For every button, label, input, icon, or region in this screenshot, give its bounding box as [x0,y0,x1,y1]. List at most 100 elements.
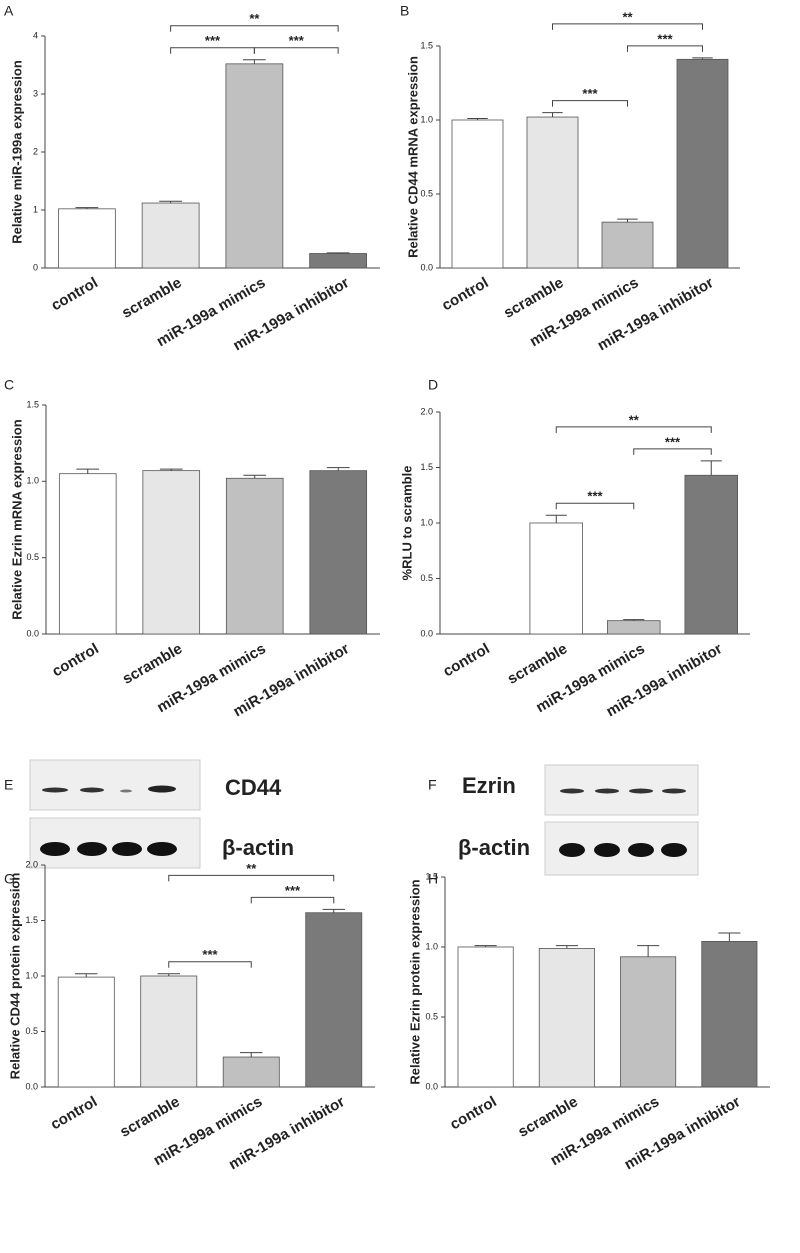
bar [141,202,200,269]
bar [57,976,115,1088]
significance-bracket [555,502,635,510]
error-bar [545,514,567,523]
blot-label: β-actin [222,835,294,860]
panel-letter: F [428,777,437,793]
bar [451,119,504,269]
bar [538,948,595,1088]
x-tick-label: scramble [119,274,185,322]
error-bar [75,973,98,978]
error-bar [542,112,563,118]
y-axis-label: Relative Ezrin protein expression [407,879,422,1084]
blot-strip [29,759,201,811]
y-axis-label: Relative CD44 mRNA expression [405,56,420,258]
error-bar [467,118,488,120]
blot-band [628,843,654,857]
y-tick-label: 0.0 [420,262,433,272]
blot-band [80,787,104,793]
error-bar [75,207,99,209]
y-axis-label: Relative CD44 protein expression [7,873,22,1080]
blot-band [112,842,142,856]
significance-label: *** [289,33,305,48]
error-bar [76,468,100,474]
y-tick-label: 4 [33,30,38,40]
y-tick-label: 0 [33,262,38,272]
x-tick-label: control [49,640,102,680]
error-bar [700,460,722,476]
error-bar [157,973,180,976]
error-bar [718,932,741,942]
significance-label: *** [205,33,221,48]
y-tick-label: 1.0 [420,517,433,527]
error-bar [555,945,578,949]
y-tick-label: 1.5 [425,871,438,881]
x-tick-label: control [440,640,493,680]
y-tick-label: 0.5 [25,1026,38,1036]
y-tick-label: 2.0 [420,406,433,416]
bar [529,522,584,635]
error-bar [240,1052,263,1058]
blot-band [77,842,107,856]
bar [225,477,284,635]
blot-band [560,788,584,794]
y-tick-label: 0.0 [26,628,39,638]
y-tick-label: 0.5 [425,1011,438,1021]
y-tick-label: 1 [33,204,38,214]
error-bar [242,59,266,64]
significance-bracket [552,23,703,30]
significance-bracket [253,47,339,54]
y-tick-label: 0.0 [425,1081,438,1091]
x-tick-label: scramble [117,1093,183,1141]
x-tick-label: scramble [120,640,186,688]
y-tick-label: 1.0 [25,970,38,980]
bar [225,63,284,269]
significance-bracket [168,874,335,882]
significance-label: ** [249,11,260,26]
bar [620,956,677,1088]
x-tick-label: control [447,1093,500,1133]
significance-label: *** [587,489,603,504]
y-axis-label: Relative Ezrin mRNA expression [9,419,24,619]
bar [142,470,201,635]
bar [684,474,739,635]
blot-band [595,788,619,794]
panel-letter: D [428,377,438,393]
bar [607,620,661,635]
y-tick-label: 2 [33,146,38,156]
significance-label: *** [582,86,598,101]
significance-bracket [627,45,703,52]
y-tick-label: 1.5 [26,399,39,409]
significance-bracket [168,961,252,968]
x-tick-label: scramble [501,274,567,322]
blot-band [120,789,132,793]
blot-band [42,787,68,793]
significance-bracket [170,47,255,54]
blot-band [594,843,620,857]
y-tick-label: 1.5 [420,40,433,50]
error-bar [692,57,713,60]
error-bar [623,619,645,621]
significance-bracket [555,426,712,433]
blot-band [147,842,177,856]
blot-band [629,788,653,794]
blot-band [661,843,687,857]
y-tick-label: 3 [33,88,38,98]
significance-label: ** [246,861,257,876]
y-tick-label: 1.5 [25,915,38,925]
blot-f: F Ezrin β-actin [428,764,699,876]
bar [526,116,579,269]
blot-label: Ezrin [462,773,516,798]
bar [701,941,758,1088]
bar [309,470,368,635]
panel-letter: G [4,871,15,887]
x-tick-label: scramble [505,640,571,688]
blot-band [40,842,70,856]
y-axis-label: Relative miR-199a expression [9,60,24,244]
blot-band [148,785,176,793]
y-tick-label: 0.5 [420,188,433,198]
bar [222,1056,280,1088]
error-bar [617,218,638,223]
